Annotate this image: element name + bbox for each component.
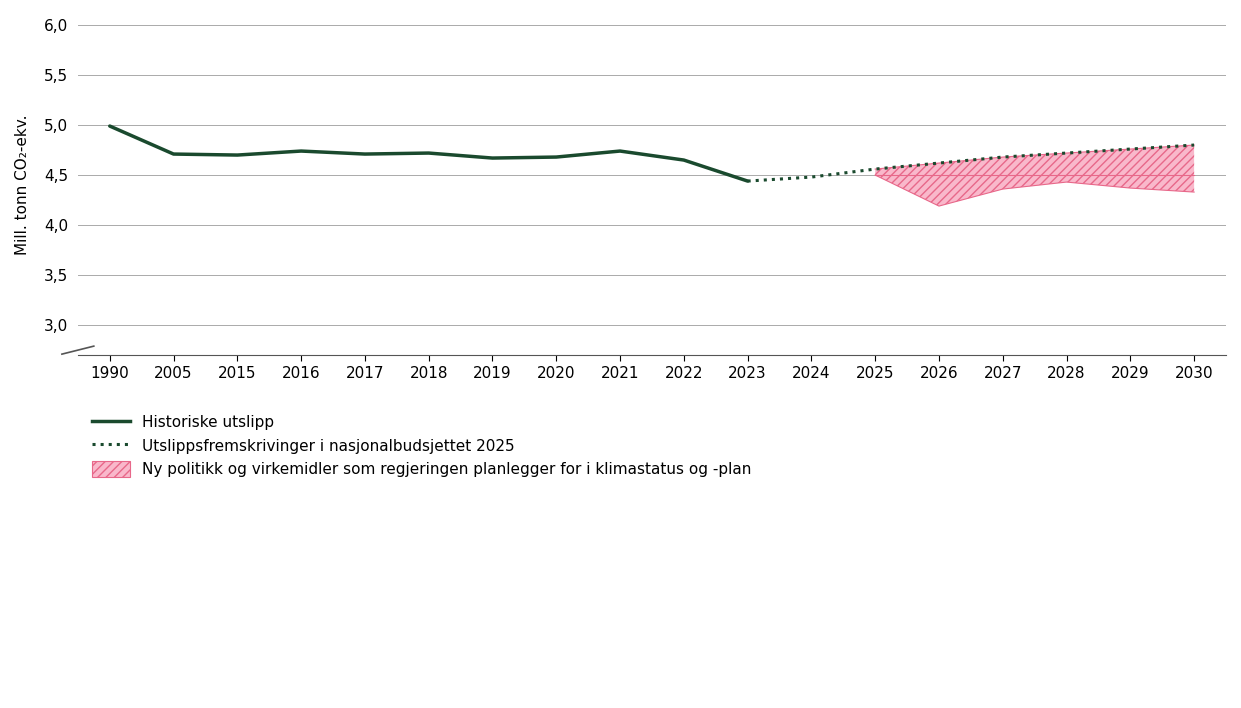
Y-axis label: Mill. tonn CO₂-ekv.: Mill. tonn CO₂-ekv.	[15, 115, 30, 256]
Legend: Historiske utslipp, Utslippsfremskrivinger i nasjonalbudsjettet 2025, Ny politik: Historiske utslipp, Utslippsfremskriving…	[86, 408, 757, 484]
